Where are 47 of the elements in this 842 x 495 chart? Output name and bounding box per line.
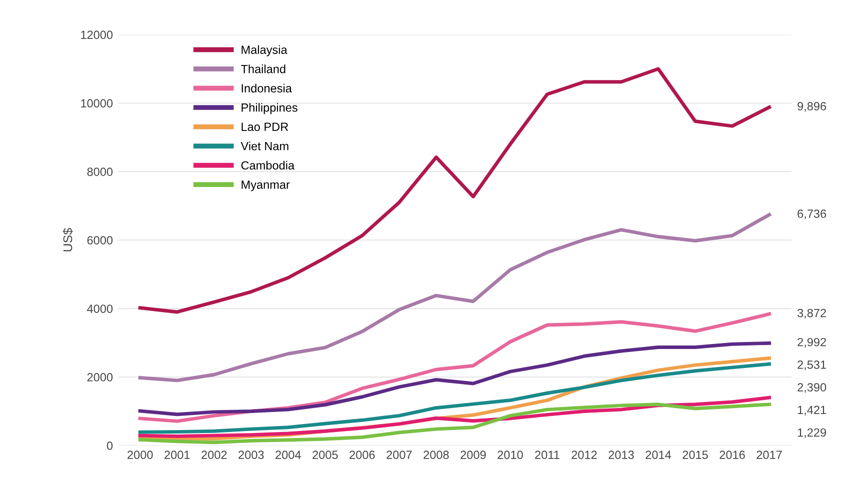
x-tick-label: 2007 (386, 450, 412, 460)
legend-label: Cambodia (241, 160, 295, 170)
y-tick-label: 12000 (81, 30, 113, 40)
line-series (138, 396, 772, 438)
x-tick-label: 2011 (535, 450, 560, 460)
text: 1,421 (798, 406, 826, 416)
y-tick-label: 10000 (81, 99, 113, 108)
x-tick-label: 2015 (682, 450, 708, 460)
x-tick-label: 2014 (646, 450, 672, 460)
x-tick-label: 2016 (720, 450, 745, 460)
text: 6,736 (798, 210, 826, 220)
y-tick-label: 6000 (87, 236, 113, 244)
line-series (138, 341, 772, 416)
legend-label: Philippines (242, 103, 298, 114)
text: 2,531 (798, 360, 826, 370)
text: 2,992 (798, 338, 826, 348)
line-series (138, 402, 772, 444)
x-tick-label: 2001 (164, 450, 190, 460)
line-series (138, 312, 772, 423)
x-tick-label: 2004 (276, 450, 301, 460)
text: 1,229 (798, 428, 826, 438)
x-tick-label: 2013 (608, 450, 634, 460)
legend-label: Malaysia (242, 45, 288, 56)
legend-label: Myanmar (242, 180, 290, 192)
x-tick-label: 2017 (756, 450, 782, 460)
legend-label: Thailand (240, 64, 286, 74)
legend-label: Indonesia (242, 84, 292, 92)
x-tick-label: 2008 (424, 450, 449, 460)
x-tick-label: 2010 (498, 450, 523, 460)
y-tick-label: 2000 (87, 373, 113, 382)
text: 2,390 (798, 383, 826, 393)
x-tick-label: 2005 (312, 450, 338, 460)
x-tick-label: 2000 (128, 450, 153, 460)
x-tick-label: 2006 (350, 450, 375, 460)
x-tick-label: 2003 (238, 450, 264, 460)
y-tick-label: 0 (106, 442, 113, 450)
line-series (138, 213, 772, 382)
x-tick-label: 2009 (460, 450, 486, 460)
x-tick-label: 2002 (202, 450, 227, 460)
y-tick-label: 8000 (87, 168, 113, 176)
y-axis-title: US$ (62, 228, 73, 252)
text: 3,872 (797, 308, 826, 319)
y-tick-label: 4000 (87, 304, 113, 313)
text: 9,896 (798, 102, 826, 112)
legend-label: Lao PDR (242, 122, 288, 132)
legend-label: Viet Nam (240, 142, 288, 150)
x-tick-label: 2012 (572, 450, 597, 460)
